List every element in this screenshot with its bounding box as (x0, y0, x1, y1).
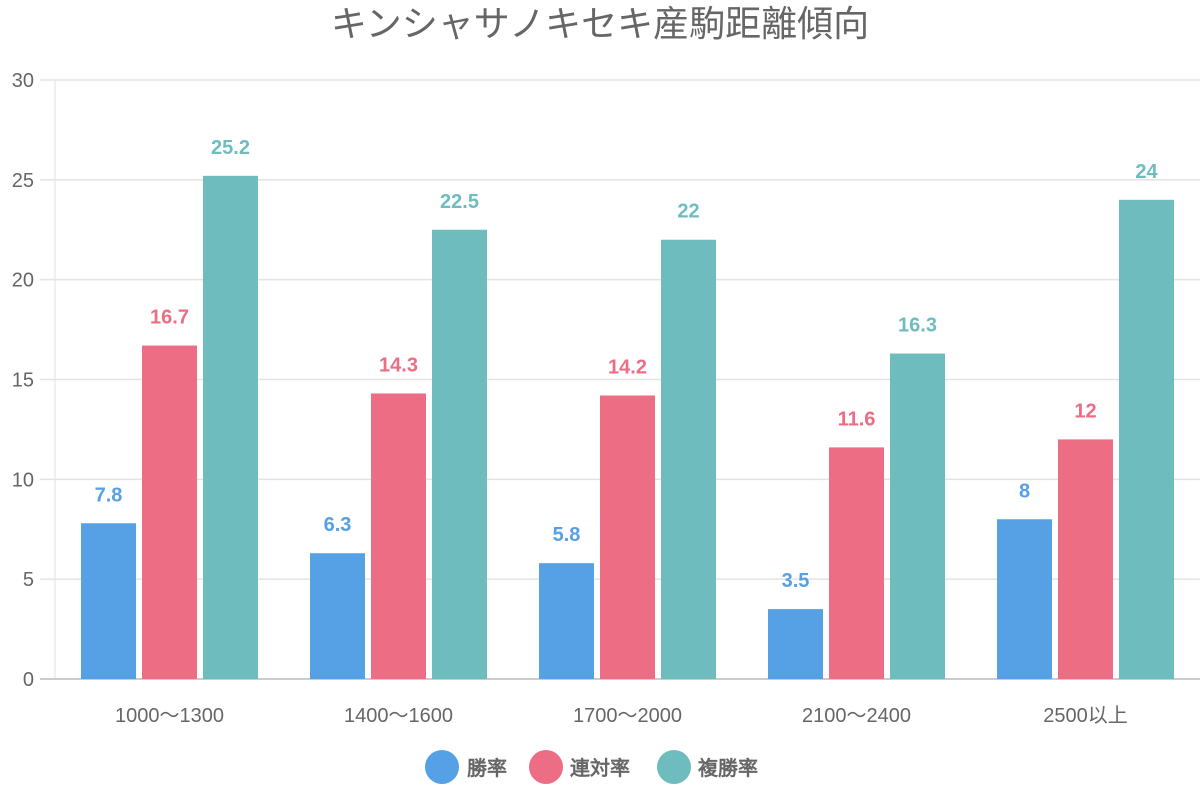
x-tick-label: 1000～1300 (115, 705, 224, 727)
x-tick-label: 1700～2000 (573, 705, 682, 727)
legend-swatch (529, 750, 563, 784)
bars (81, 175, 1174, 680)
bar (600, 395, 655, 679)
data-label: 25.2 (211, 137, 250, 159)
y-tick-label: 15 (12, 370, 34, 392)
bar (768, 609, 823, 679)
data-label: 6.3 (324, 514, 352, 536)
data-label: 22.5 (440, 191, 479, 213)
data-label: 16.3 (898, 315, 937, 337)
data-label: 22 (677, 201, 699, 223)
legend[interactable]: 勝率 連対率 複勝率 (425, 750, 758, 784)
y-tick-label: 30 (12, 70, 34, 92)
bar (81, 523, 136, 679)
data-labels: 7.8 16.7 25.2 6.3 14.3 22.5 5.8 14.2 22 3.5 11.6 16… (95, 137, 1159, 592)
bar (203, 175, 258, 679)
bar (829, 447, 884, 679)
x-tick-label: 2100～2400 (802, 705, 911, 727)
y-axis: 0 5 10 15 20 25 30 (12, 70, 34, 691)
bar (432, 229, 487, 679)
legend-label: 連対率 (570, 756, 630, 780)
y-tick-label: 25 (12, 170, 34, 192)
bar (1119, 199, 1174, 680)
data-label: 3.5 (782, 570, 810, 592)
bar (310, 553, 365, 679)
legend-label: 勝率 (467, 756, 507, 780)
y-tick-label: 5 (23, 569, 34, 591)
data-label: 8 (1019, 480, 1030, 502)
chart-title: キンシャサノキセキ産駒距離傾向 (331, 3, 869, 44)
bar (142, 345, 197, 679)
data-label: 11.6 (838, 408, 876, 430)
bar (371, 393, 426, 679)
bar (539, 563, 594, 679)
x-tick-label: 1400～1600 (344, 705, 453, 727)
x-tick-label: 2500以上 (1043, 704, 1128, 727)
data-label: 16.7 (150, 307, 189, 329)
legend-swatch (657, 750, 691, 784)
data-label: 12 (1074, 400, 1096, 422)
y-tick-label: 20 (12, 270, 34, 292)
legend-item[interactable]: 勝率 (425, 750, 507, 784)
bar (661, 239, 716, 679)
data-label: 14.3 (379, 354, 418, 376)
data-label: 24 (1135, 161, 1158, 183)
y-tick-label: 10 (12, 469, 34, 491)
bar (1058, 439, 1113, 679)
legend-item[interactable]: 連対率 (529, 750, 630, 784)
data-label: 7.8 (95, 484, 123, 506)
x-axis: 1000～1300 1400～1600 1700～2000 2100～2400 2500… (115, 704, 1128, 727)
bar (890, 353, 945, 679)
y-tick-label: 0 (23, 669, 34, 691)
legend-item[interactable]: 複勝率 (657, 750, 758, 784)
data-label: 5.8 (553, 524, 581, 546)
bar (997, 519, 1052, 679)
legend-label: 複勝率 (698, 756, 758, 780)
legend-swatch (425, 750, 459, 784)
data-label: 14.2 (608, 356, 647, 378)
